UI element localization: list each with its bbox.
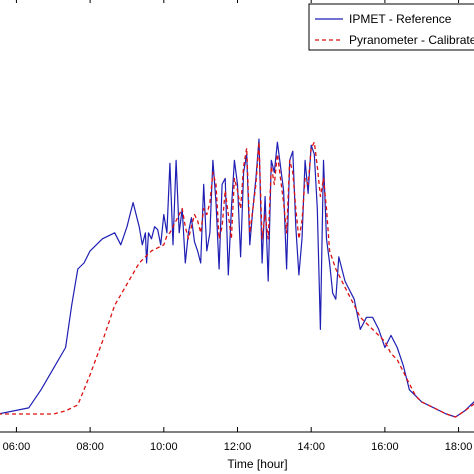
legend: IPMET - Reference Pyranometer - Calibrat… bbox=[308, 3, 474, 51]
x-axis-label: Time [hour] bbox=[227, 457, 287, 471]
x-tick-label: 10:00 bbox=[150, 441, 178, 453]
x-axis: 06:00 08:00 10:00 12:00 14:00 16:00 18:00 bbox=[3, 0, 473, 453]
series-line-ipmet bbox=[0, 138, 474, 418]
x-tick-label: 12:00 bbox=[224, 441, 252, 453]
x-tick-label: 14:00 bbox=[297, 441, 325, 453]
x-tick-label: 18:00 bbox=[445, 441, 473, 453]
plot-frame bbox=[0, 431, 474, 433]
series-layer bbox=[0, 138, 474, 418]
series-line-pyranometer bbox=[0, 141, 474, 418]
legend-entry-pyranometer: Pyranometer - Calibrated bbox=[349, 33, 474, 47]
x-tick-label: 16:00 bbox=[371, 441, 399, 453]
legend-entry-ipmet: IPMET - Reference bbox=[349, 12, 452, 26]
x-tick-label: 08:00 bbox=[76, 441, 104, 453]
x-tick-label: 06:00 bbox=[3, 441, 31, 453]
legend-box bbox=[308, 3, 474, 51]
plot-area bbox=[0, 431, 474, 433]
